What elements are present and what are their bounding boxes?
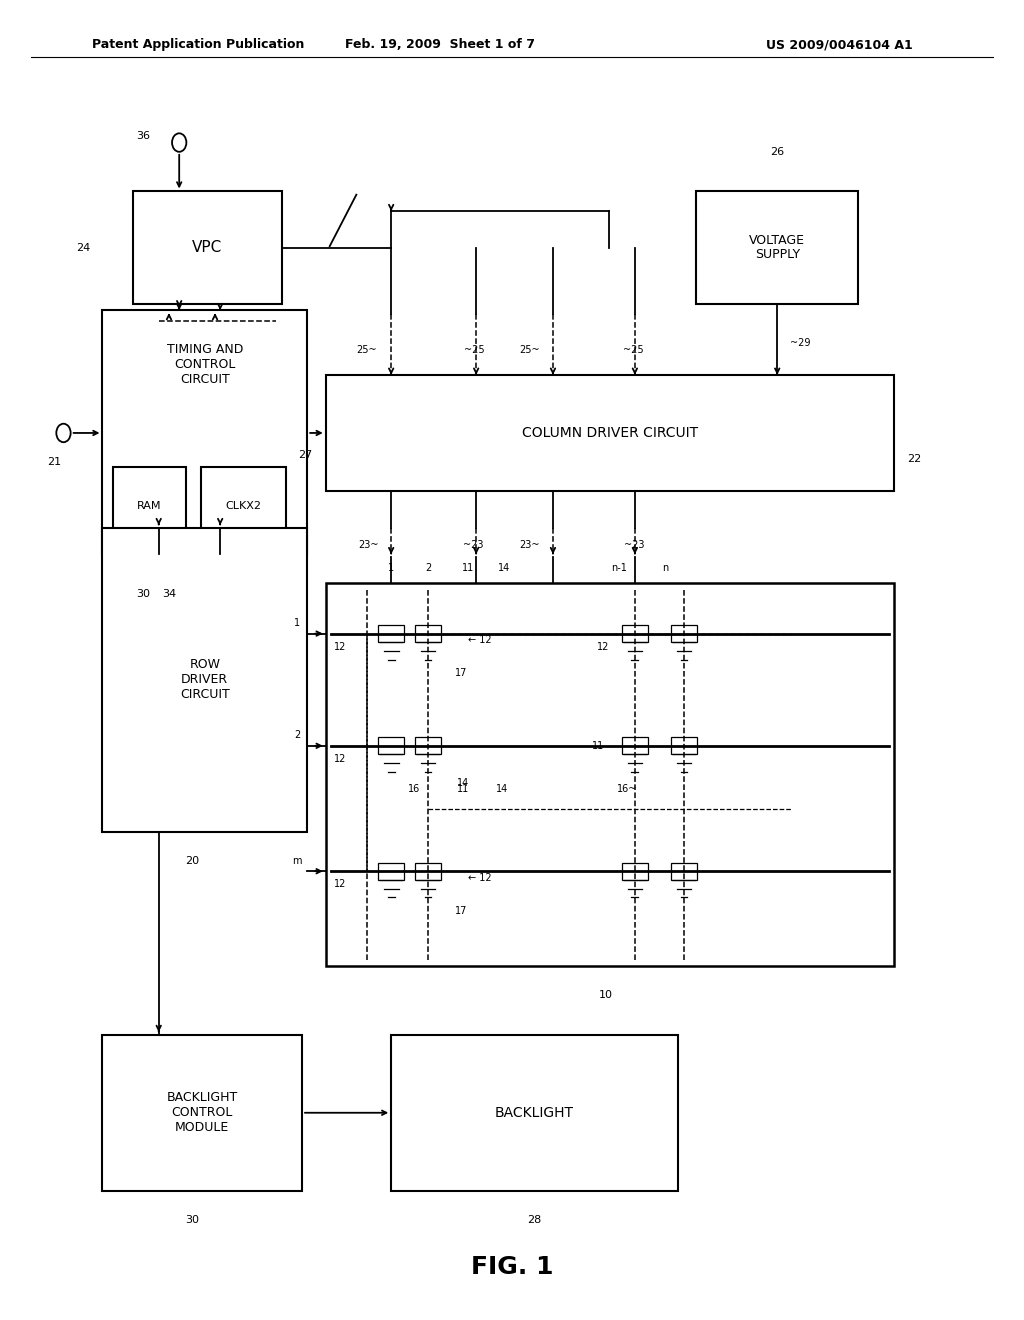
Text: US 2009/0046104 A1: US 2009/0046104 A1: [766, 38, 913, 51]
Text: 20: 20: [185, 855, 200, 866]
Text: ~25: ~25: [464, 345, 484, 355]
Text: 23~: 23~: [519, 540, 540, 550]
Text: 23~: 23~: [358, 540, 379, 550]
Text: FIG. 1: FIG. 1: [471, 1255, 553, 1279]
Bar: [696, 191, 858, 304]
Text: n-1: n-1: [611, 562, 628, 573]
Bar: [622, 737, 648, 755]
Bar: [622, 626, 648, 642]
Text: 30: 30: [185, 1214, 200, 1225]
Text: 16: 16: [408, 784, 420, 793]
Bar: [378, 626, 404, 642]
Text: 27: 27: [298, 450, 312, 461]
Text: 36: 36: [136, 131, 151, 141]
Text: 12: 12: [597, 642, 609, 652]
Bar: [671, 737, 697, 755]
Bar: [671, 626, 697, 642]
Circle shape: [56, 424, 71, 442]
Bar: [622, 863, 648, 879]
Text: ~29: ~29: [790, 338, 810, 348]
Text: 34: 34: [162, 589, 176, 599]
Text: 26: 26: [770, 147, 784, 157]
Text: 2: 2: [294, 730, 300, 741]
Text: 1: 1: [294, 618, 300, 628]
Bar: [102, 310, 307, 554]
Bar: [378, 737, 404, 755]
Text: 12: 12: [334, 754, 346, 764]
Text: BACKLIGHT: BACKLIGHT: [495, 1106, 574, 1119]
Text: ~23: ~23: [463, 540, 483, 550]
Text: TIMING AND
CONTROL
CIRCUIT: TIMING AND CONTROL CIRCUIT: [167, 343, 243, 387]
Text: 25~: 25~: [356, 345, 377, 355]
Text: ← 12: ← 12: [468, 635, 492, 645]
Bar: [326, 375, 894, 491]
Text: VPC: VPC: [193, 240, 222, 255]
Text: 28: 28: [527, 1214, 542, 1225]
Text: 11: 11: [462, 562, 474, 573]
Text: 11: 11: [457, 784, 469, 793]
Text: 12: 12: [334, 879, 346, 890]
Text: 12: 12: [334, 642, 346, 652]
Text: COLUMN DRIVER CIRCUIT: COLUMN DRIVER CIRCUIT: [522, 426, 697, 440]
Text: n: n: [663, 562, 669, 573]
Bar: [415, 737, 441, 755]
Bar: [102, 1035, 302, 1191]
Text: 14: 14: [496, 784, 508, 793]
Text: 10: 10: [599, 990, 613, 1001]
Bar: [102, 528, 307, 832]
Text: 1: 1: [388, 562, 394, 573]
Text: 14: 14: [498, 562, 510, 573]
Text: Feb. 19, 2009  Sheet 1 of 7: Feb. 19, 2009 Sheet 1 of 7: [345, 38, 536, 51]
Text: 24: 24: [76, 243, 90, 253]
Text: ~23: ~23: [624, 540, 644, 550]
Bar: [201, 467, 286, 544]
Text: CLKX2: CLKX2: [225, 500, 261, 511]
Bar: [326, 583, 894, 966]
Text: VOLTAGE
SUPPLY: VOLTAGE SUPPLY: [750, 234, 805, 261]
Text: 11: 11: [592, 741, 604, 751]
Text: 25~: 25~: [519, 345, 540, 355]
Text: 22: 22: [907, 454, 922, 465]
Text: 17: 17: [455, 906, 467, 916]
Bar: [391, 1035, 678, 1191]
Text: 14: 14: [457, 777, 469, 788]
Bar: [415, 626, 441, 642]
Text: RAM: RAM: [137, 500, 162, 511]
Text: 2: 2: [425, 562, 431, 573]
Text: ROW
DRIVER
CIRCUIT: ROW DRIVER CIRCUIT: [180, 659, 229, 701]
Text: ~25: ~25: [623, 345, 643, 355]
Text: 17: 17: [455, 668, 467, 678]
Text: 16~: 16~: [616, 784, 637, 793]
Bar: [378, 863, 404, 879]
Circle shape: [172, 133, 186, 152]
Bar: [415, 863, 441, 879]
Text: ← 12: ← 12: [468, 873, 492, 883]
Bar: [113, 467, 186, 544]
Text: 30: 30: [136, 589, 151, 599]
Text: BACKLIGHT
CONTROL
MODULE: BACKLIGHT CONTROL MODULE: [167, 1092, 238, 1134]
Bar: [671, 863, 697, 879]
Bar: [133, 191, 282, 304]
Text: Patent Application Publication: Patent Application Publication: [92, 38, 304, 51]
Text: 21: 21: [47, 457, 61, 467]
Text: m: m: [292, 855, 302, 866]
